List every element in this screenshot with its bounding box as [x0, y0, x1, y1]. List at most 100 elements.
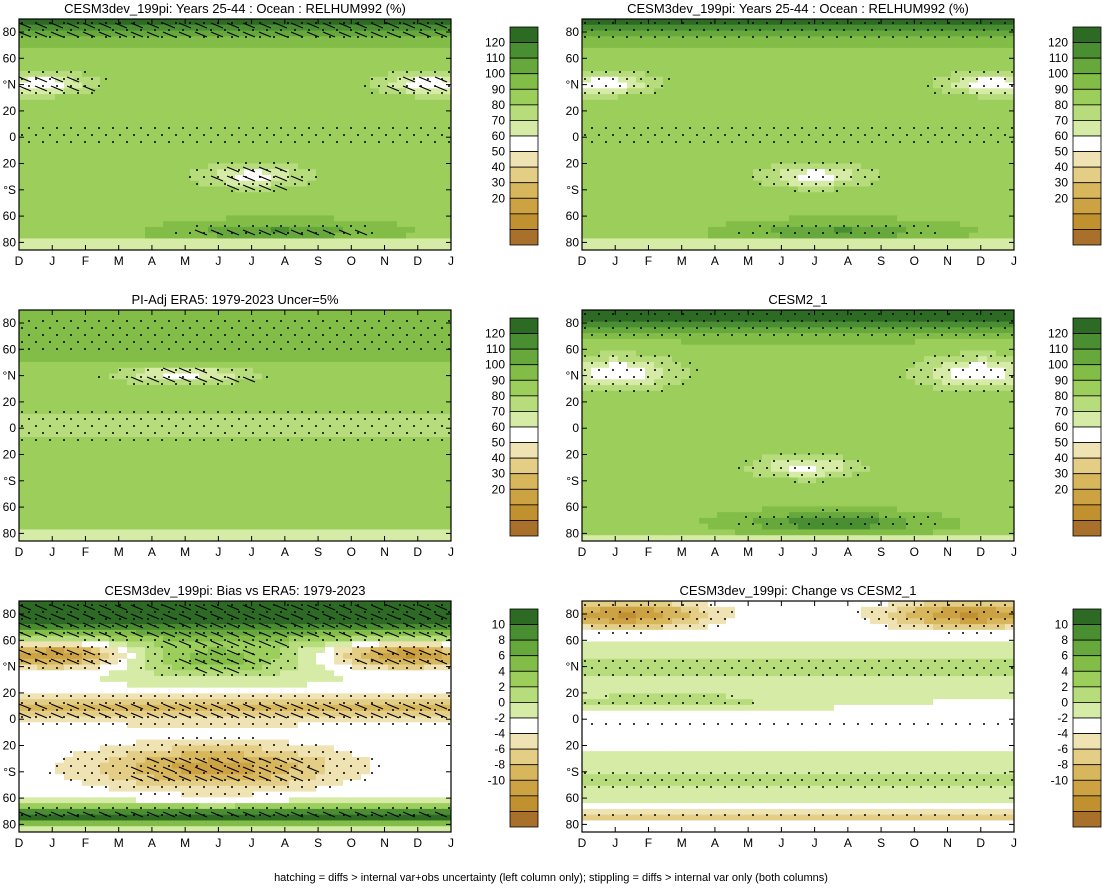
colorbar-label: 70: [492, 404, 506, 418]
x-tick-label: J: [49, 836, 55, 850]
x-tick-label: N: [380, 836, 389, 850]
colorbar-swatch: [1072, 624, 1102, 641]
panel-title: CESM3dev_199pi: Years 25-44 : Ocean : RE…: [64, 1, 406, 16]
panel-title: PI-Adj ERA5: 1979-2023 Uncer=5%: [131, 292, 338, 307]
y-tick-label: 80: [566, 235, 580, 249]
colorbar-swatch: [509, 624, 539, 641]
colorbar-label: 30: [1055, 176, 1069, 190]
y-tick-label: °N: [566, 660, 579, 674]
x-tick-label: S: [877, 545, 885, 559]
y-tick-label: 80: [3, 25, 17, 39]
x-tick-label: D: [15, 836, 24, 850]
colorbar-swatch: [509, 608, 539, 625]
colorbar-swatch: [1072, 364, 1102, 381]
colorbar-swatch: [509, 811, 539, 828]
x-tick-label: J: [49, 254, 55, 268]
x-tick-label: O: [347, 254, 356, 268]
colorbar-label: 120: [1048, 327, 1068, 341]
colorbar-label: 0: [498, 695, 505, 709]
y-tick-label: 60: [566, 342, 580, 356]
x-tick-label: J: [249, 545, 255, 559]
colorbar-label: -8: [1057, 758, 1068, 772]
x-tick-label: J: [612, 545, 618, 559]
colorbar-label: 120: [1048, 36, 1068, 50]
colorbar-swatch: [509, 411, 539, 428]
colorbar-label: -4: [1057, 727, 1068, 741]
colorbar-label: 50: [492, 436, 506, 450]
x-tick-label: F: [645, 254, 652, 268]
colorbar-swatch: [509, 213, 539, 230]
x-tick-label: M: [114, 545, 124, 559]
colorbar-swatch: [1072, 73, 1102, 90]
y-tick-label: °S: [3, 765, 16, 779]
colorbar-swatch: [1072, 779, 1102, 797]
x-tick-label: J: [215, 254, 221, 268]
colorbar-swatch: [1072, 395, 1102, 412]
colorbar-swatch: [509, 764, 539, 781]
x-tick-label: D: [15, 254, 24, 268]
y-tick-label: 20: [566, 686, 580, 700]
colorbar-swatch: [1072, 333, 1102, 350]
x-tick-label: J: [448, 254, 454, 268]
y-tick-label: 20: [3, 686, 17, 700]
colorbar-swatch: [509, 42, 539, 59]
x-tick-label: A: [844, 836, 852, 850]
colorbar-label: 110: [1049, 51, 1068, 65]
y-tick-label: 80: [3, 526, 17, 540]
colorbar-label: 8: [498, 633, 505, 647]
colorbar-swatch: [1072, 702, 1102, 719]
colorbar-swatch: [1072, 166, 1102, 184]
colorbar-label: 100: [485, 67, 505, 81]
panel-frame: [18, 18, 452, 251]
x-tick-label: N: [943, 836, 952, 850]
colorbar-swatch: [509, 348, 539, 366]
colorbar-label: 30: [492, 467, 506, 481]
footer-note: hatching = diffs > internal var+obs unce…: [274, 872, 828, 884]
panel-title: CESM3dev_199pi: Bias vs ERA5: 1979-2023: [105, 583, 366, 598]
x-tick-label: M: [743, 545, 753, 559]
colorbar-swatch: [1072, 733, 1102, 750]
stippling: [584, 604, 1013, 816]
colorbar-label: 90: [1055, 373, 1069, 387]
x-tick-label: S: [314, 545, 322, 559]
y-tick-label: 0: [9, 130, 16, 144]
panel-6: CESM3dev_199pi: Change vs CESM2_18060°N2…: [566, 583, 1102, 850]
panel-3: PI-Adj ERA5: 1979-2023 Uncer=5% 80 60 °N 20 0…: [3, 292, 539, 559]
x-tick-label: J: [215, 836, 221, 850]
panel-title: CESM2_1: [768, 292, 827, 307]
panel-4: CESM2_1 80 60 °N 20 0 20 °S 60 80 D J F M A M J J A S O N D J 12…: [566, 292, 1102, 559]
colorbar-swatch: [1072, 748, 1102, 766]
x-tick-label: J: [612, 254, 618, 268]
x-tick-label: J: [1011, 254, 1017, 268]
y-tick-label: 80: [3, 817, 17, 831]
y-tick-label: 80: [566, 607, 580, 621]
colorbar-label: 110: [486, 51, 505, 65]
colorbar-swatch: [1072, 213, 1102, 230]
x-tick-label: J: [612, 836, 618, 850]
colorbar-label: 60: [1055, 129, 1069, 143]
colorbar-label: 80: [1055, 98, 1069, 112]
y-tick-label: 80: [566, 817, 580, 831]
colorbar-label: 80: [492, 98, 506, 112]
y-tick-label: 80: [566, 316, 580, 330]
colorbar-swatch: [1072, 457, 1102, 475]
colorbar-label: 60: [1055, 420, 1069, 434]
y-tick-label: 0: [9, 421, 16, 435]
colorbar-swatch: [1072, 88, 1102, 106]
colorbar-label: -6: [1057, 742, 1068, 756]
x-tick-label: J: [812, 254, 818, 268]
colorbar-label: 60: [492, 420, 506, 434]
y-tick-label: 60: [566, 51, 580, 65]
panel-1: CESM3dev_199pi: Years 25-44 : Ocean : RE…: [3, 1, 539, 268]
x-tick-label: M: [114, 836, 124, 850]
x-tick-label: M: [677, 836, 687, 850]
colorbar-label: 2: [498, 680, 505, 694]
panel-frame: [18, 309, 452, 542]
x-tick-label: J: [1011, 836, 1017, 850]
colorbar-swatch: [509, 473, 539, 490]
colorbar-swatch: [1072, 426, 1102, 443]
y-tick-label: 20: [3, 448, 17, 462]
y-tick-label: °N: [566, 78, 579, 92]
